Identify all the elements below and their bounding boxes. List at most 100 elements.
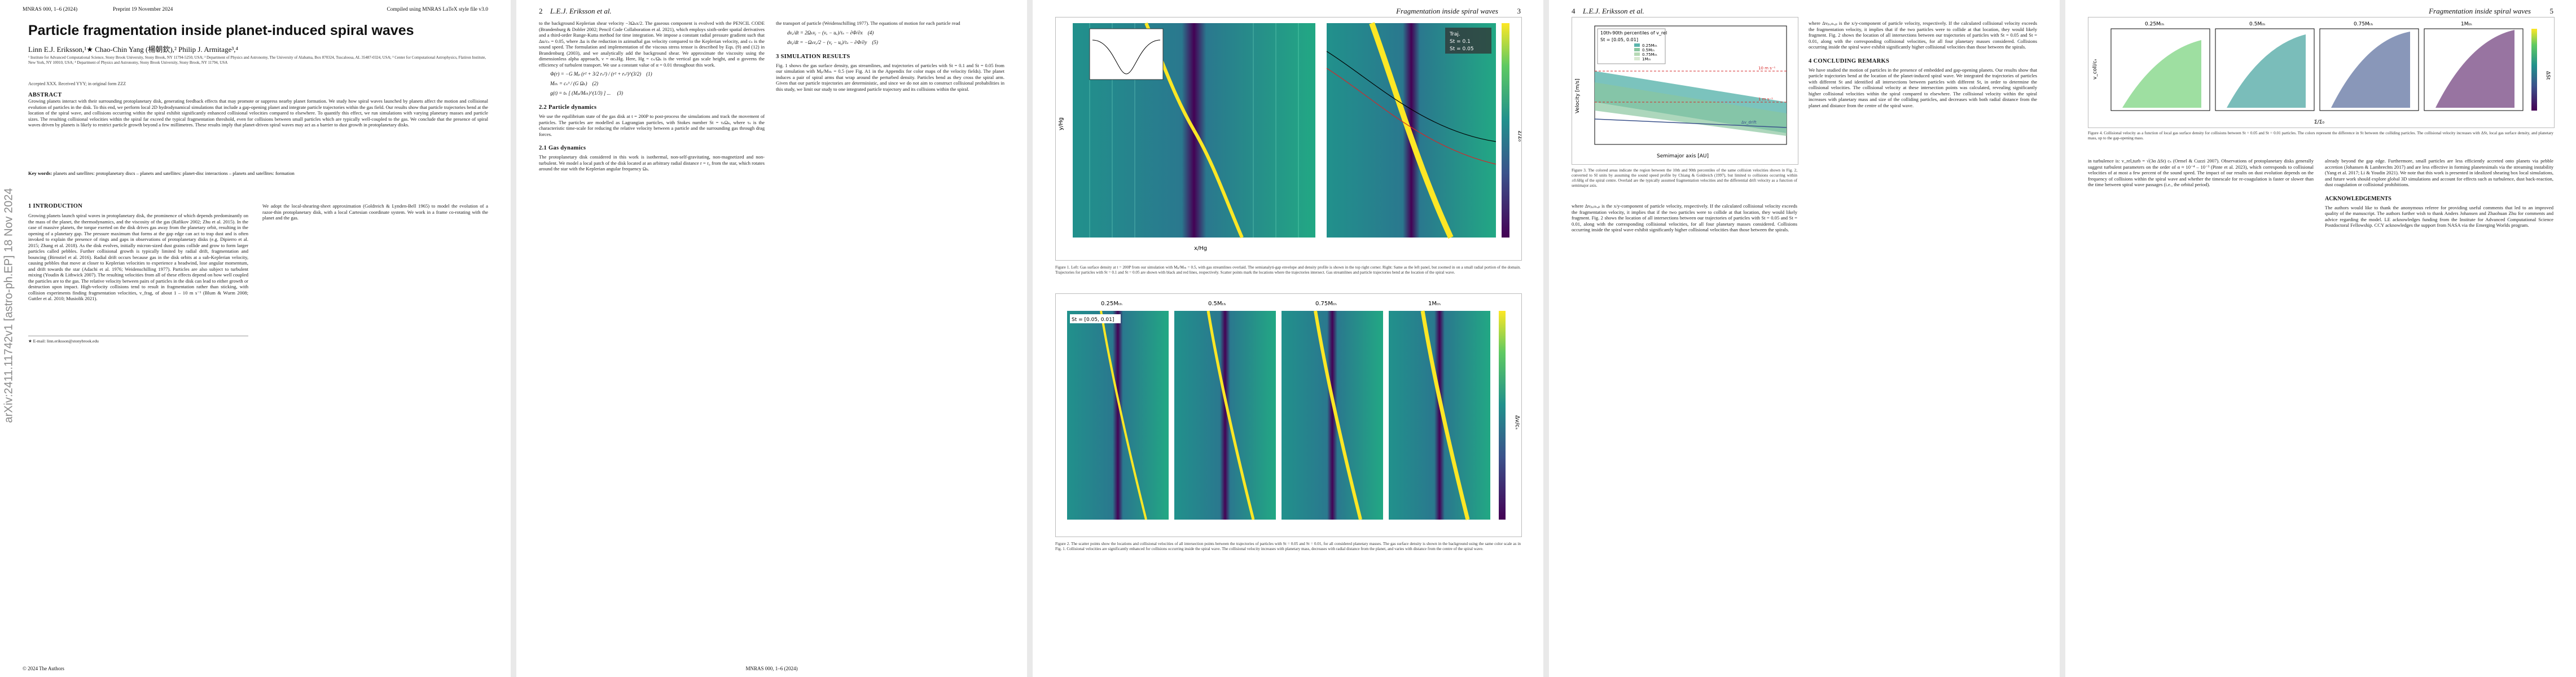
- figure-4: 0.25Mₜₕ 0.5Mₜₕ 0.75Mₜₕ 1Mₜₕ ΔSt Σ/Σ₀ v_c…: [2088, 17, 2555, 128]
- fig3-legend-2: 0.5Mₜₕ: [1642, 48, 1655, 52]
- arxiv-stamp: arXiv:2411.11742v1 [astro-ph.EP] 18 Nov …: [2, 188, 15, 423]
- fig4-panel-1-title: 0.25Mₜₕ: [2145, 21, 2164, 27]
- colorbar-label: Σ/Σ₀: [1517, 130, 1521, 142]
- drift-line: [1594, 118, 1787, 128]
- p4-col2-text: where Δvₚ,ₜₕ,ₚ is the x/y-component of p…: [1809, 20, 2037, 50]
- p4-column-1: where Δvₚ,ₜₕ,ₚ is the x/y-component of p…: [1572, 203, 1797, 233]
- fig4-panel-4: 1Mₜₕ: [2424, 21, 2524, 111]
- sec3-text: Fig. 1 shows the gas surface density, ga…: [776, 62, 1004, 92]
- intro-heading: 1 INTRODUCTION: [28, 203, 83, 209]
- keywords-label: Key words:: [28, 170, 52, 176]
- header-preprint: Preprint 19 November 2024: [113, 7, 173, 12]
- fig4-xlabel: Σ/Σ₀: [2314, 120, 2324, 125]
- p5-col2-text: already beyond the gap edge. Furthermore…: [2325, 158, 2553, 187]
- equation-motion-x: dvₓ/dt = 2Ωₖvᵧ − (vₓ − uₓ)/τₛ − ∂Φ/∂x (4…: [787, 29, 874, 36]
- p5-col1-text: in turbulence is: v_rel,turb = √(3α ΔSt)…: [2088, 158, 2314, 187]
- vfrag-1-label: 1 m s⁻¹: [1758, 97, 1773, 102]
- legend-label-traj: Traj.: [1449, 32, 1460, 37]
- sec22-heading: 2.2 Particle dynamics: [539, 104, 597, 111]
- fig4-ylabel: v_coll/cₛ: [2092, 59, 2098, 80]
- figure-2: 0.25Mₜₕ 0.5Mₜₕ 0.75Mₜₕ 1Mₜₕ St = [0.05, …: [1055, 293, 1522, 537]
- sec3-heading: 3 SIMULATION RESULTS: [776, 53, 850, 60]
- fig2-tag-box: [1070, 314, 1121, 323]
- page-number: 5: [2549, 7, 2554, 15]
- equation-potential: Φ(r) = −G Mₚ (r² + 3/2 rₛ²) / (r² + rₛ²)…: [550, 71, 652, 77]
- fig3-ylabel: Velocity [m/s]: [1575, 78, 1581, 113]
- fig2-panel-4: 1Mₜₕ: [1389, 301, 1490, 520]
- paper-title: Particle fragmentation inside planet-ind…: [28, 23, 414, 38]
- running-header: Fragmentation inside spiral waves 5: [2088, 7, 2553, 16]
- p4-column-2: where Δvₚ,ₜₕ,ₚ is the x/y-component of p…: [1809, 20, 2037, 108]
- copyright: © 2024 The Authors: [23, 666, 64, 671]
- running-header: 4 L.E.J. Eriksson et al.: [1572, 7, 2037, 16]
- fig4-panel-2-title: 0.5Mₜₕ: [2249, 21, 2266, 27]
- sec21-text: The protoplanetary disk considered in th…: [539, 154, 765, 172]
- page-3: Fragmentation inside spiral waves 3: [1033, 0, 1543, 677]
- fig1-ylabel: y/Hg: [1058, 117, 1064, 130]
- header-authors: L.E.J. Eriksson et al.: [550, 7, 612, 15]
- p5-column-2: already beyond the gap edge. Furthermore…: [2325, 158, 2553, 228]
- gap-profile: [1092, 39, 1161, 74]
- ack-heading: ACKNOWLEDGEMENTS: [2325, 195, 2391, 202]
- header-journal: MNRAS 000, 1–6 (2024): [23, 7, 78, 12]
- accepted-line: Accepted XXX. Received YYY; in original …: [28, 81, 126, 86]
- legend-label-st005: St = 0.05: [1450, 46, 1474, 52]
- footnote: ★ E-mail: linn.eriksson@stonybrook.edu: [28, 335, 248, 345]
- page-number: 3: [1517, 7, 1521, 15]
- vfrag-10-label: 10 m s⁻¹: [1758, 66, 1776, 71]
- fig2-panel-4-title: 1Mₜₕ: [1428, 301, 1441, 307]
- figure-2-caption: Figure 2. The scatter points show the lo…: [1055, 542, 1521, 551]
- page-2: 2 L.E.J. Eriksson et al. to the backgrou…: [516, 0, 1027, 677]
- running-header: Fragmentation inside spiral waves 3: [1055, 7, 1521, 16]
- fig1-xlabel: x/Hg: [1194, 245, 1207, 252]
- page-5: Fragmentation inside spiral waves 5 0.25…: [2065, 0, 2576, 677]
- trajectory-st005: [1326, 68, 1497, 165]
- p2-col1-text: to the background Keplerian shear veloci…: [539, 20, 765, 68]
- trajectory-st01: [1326, 51, 1497, 142]
- sec22-text: We use the equilibrium state of the gas …: [539, 113, 765, 137]
- p2-col2-text: the transport of particle (Weidenschilli…: [776, 20, 960, 26]
- fig2-panel-2: 0.5Mₜₕ: [1174, 301, 1276, 520]
- fig1-legend: [1445, 28, 1491, 54]
- fig2-panel-1-title: 0.25Mₜₕ: [1101, 301, 1122, 307]
- running-header: 2 L.E.J. Eriksson et al.: [539, 7, 1004, 16]
- fig4-panel-3-title: 0.75Mₜₕ: [2354, 21, 2373, 27]
- header-authors: L.E.J. Eriksson et al.: [1583, 7, 1644, 15]
- fig3-legend-1: 0.25Mₜₕ: [1642, 43, 1657, 48]
- legend-label-st01: St = 0.1: [1450, 39, 1471, 45]
- fig3-legend: [1597, 28, 1666, 64]
- page-number: 2: [539, 7, 543, 15]
- fig1-colorbar: [1502, 23, 1509, 238]
- intro-column-2: We adopt the local-shearing-sheet approx…: [262, 203, 488, 221]
- sec21-heading: 2.1 Gas dynamics: [539, 145, 586, 151]
- fig3-legend-4: 1Mₜₕ: [1642, 57, 1651, 61]
- drift-label: Δv_drift: [1741, 120, 1757, 125]
- page-4: 4 L.E.J. Eriksson et al. 10th-90th perce…: [1549, 0, 2060, 677]
- fig2-panel-3-title: 0.75Mₜₕ: [1315, 301, 1337, 307]
- fig4-panel-3: 0.75Mₜₕ: [2319, 21, 2419, 111]
- fig3-xlabel: Semimajor axis [AU]: [1657, 153, 1709, 159]
- header-style: Compiled using MNRAS LaTeX style file v3…: [387, 7, 488, 12]
- p2-column-2: the transport of particle (Weidenschilli…: [776, 20, 1004, 92]
- fig4-colorbar: [2531, 29, 2537, 111]
- equation-motion-y: dvᵧ/dt = −Ωₖvₓ/2 − (vᵧ − uᵧ)/τₛ − ∂Φ/∂y …: [787, 39, 878, 45]
- p2-column-1: to the background Keplerian shear veloci…: [539, 20, 765, 172]
- sec4-text: We have studied the motion of particles …: [1809, 67, 2037, 108]
- figure-1: Traj. St = 0.1 St = 0.05 Σ/Σ₀ x/Hg y/Hg: [1055, 17, 1522, 261]
- fig4-panel-2: 0.5Mₜₕ: [2215, 21, 2315, 111]
- equation-smooth: g(t) = tₕ [ (Mₚ/Mₜₕ)^(1/3) ] ... (3): [550, 90, 623, 96]
- fig4-colorbar-label: ΔSt: [2545, 71, 2551, 80]
- figure-3-svg: 10th-90th percentiles of v_rel St = [0.0…: [1572, 17, 1798, 164]
- figure-4-caption: Figure 4. Collisional velocity as a func…: [2088, 131, 2553, 140]
- spiral-arm-zoom: [1369, 22, 1454, 239]
- sec2-heading-text: We adopt the local-shearing-sheet approx…: [262, 203, 488, 221]
- intro-text: Growing planets launch spiral waves in p…: [28, 213, 248, 301]
- sec4-heading: 4 CONCLUDING REMARKS: [1809, 58, 1890, 64]
- spiral-arm-lower: [1192, 129, 1244, 239]
- fig2-colorbar: [1499, 311, 1506, 520]
- p4-col1-text: where Δvₚ,ₜₕ,ₚ is the x/y-component of p…: [1572, 203, 1797, 232]
- figure-3: 10th-90th percentiles of v_rel St = [0.0…: [1572, 17, 1798, 165]
- intro-column: 1 INTRODUCTION Growing planets launch sp…: [28, 203, 248, 344]
- fig2-colorbar-label: Δv/cₛ: [1514, 415, 1520, 430]
- abstract: ABSTRACT Growing planets interact with t…: [28, 92, 488, 128]
